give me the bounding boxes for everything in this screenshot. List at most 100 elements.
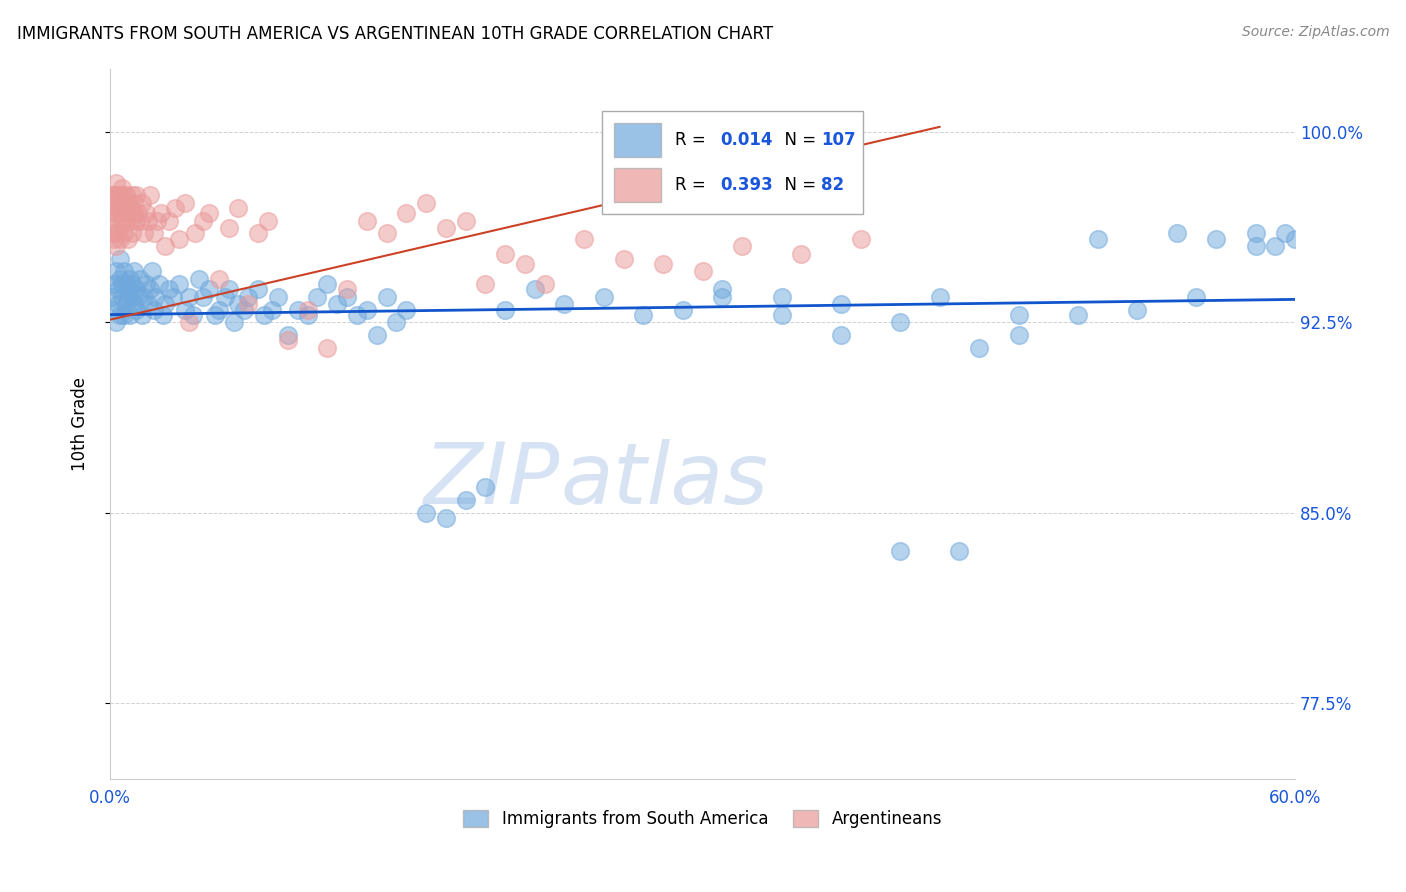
- Point: [307, 290, 329, 304]
- Point: [145, 290, 167, 304]
- Point: [174, 302, 197, 317]
- Point: [790, 246, 813, 260]
- Point: [415, 506, 437, 520]
- Point: [122, 206, 145, 220]
- Point: [218, 221, 240, 235]
- Point: [277, 327, 299, 342]
- Text: N =: N =: [773, 131, 821, 149]
- Point: [1284, 231, 1306, 245]
- Point: [107, 201, 129, 215]
- Point: [770, 308, 793, 322]
- Text: atlas: atlas: [561, 439, 768, 522]
- Point: [118, 201, 141, 215]
- Point: [131, 308, 153, 322]
- Point: [287, 302, 309, 317]
- Point: [474, 480, 496, 494]
- Point: [121, 290, 143, 304]
- Point: [513, 257, 536, 271]
- Point: [127, 206, 149, 220]
- Point: [112, 188, 135, 202]
- FancyBboxPatch shape: [602, 112, 862, 214]
- Text: 0.014: 0.014: [720, 131, 773, 149]
- Point: [103, 227, 125, 241]
- Point: [434, 221, 457, 235]
- Point: [731, 239, 754, 253]
- Point: [152, 308, 174, 322]
- Point: [533, 277, 555, 292]
- Point: [523, 282, 546, 296]
- Point: [198, 206, 221, 220]
- Point: [454, 213, 477, 227]
- Point: [434, 510, 457, 524]
- Point: [652, 257, 675, 271]
- Point: [297, 302, 319, 317]
- Point: [228, 297, 250, 311]
- Point: [494, 302, 516, 317]
- Point: [336, 290, 359, 304]
- Point: [135, 277, 157, 292]
- Point: [103, 302, 125, 317]
- Point: [1087, 231, 1109, 245]
- Point: [105, 176, 128, 190]
- Point: [111, 213, 134, 227]
- Point: [125, 188, 148, 202]
- Legend: Immigrants from South America, Argentineans: Immigrants from South America, Argentine…: [457, 803, 949, 835]
- Point: [150, 206, 173, 220]
- Point: [1166, 227, 1188, 241]
- Point: [105, 196, 128, 211]
- Point: [101, 290, 124, 304]
- Point: [103, 231, 125, 245]
- Point: [1126, 302, 1149, 317]
- Point: [112, 264, 135, 278]
- Point: [105, 239, 128, 253]
- Point: [356, 213, 378, 227]
- Point: [849, 231, 872, 245]
- Point: [131, 196, 153, 211]
- Point: [375, 290, 398, 304]
- Point: [238, 297, 260, 311]
- Point: [142, 302, 165, 317]
- Point: [948, 543, 970, 558]
- Point: [127, 290, 149, 304]
- Point: [233, 302, 256, 317]
- Point: [112, 308, 135, 322]
- Point: [121, 277, 143, 292]
- Point: [125, 213, 148, 227]
- Point: [316, 341, 339, 355]
- Point: [121, 188, 143, 202]
- Point: [108, 308, 131, 322]
- Point: [115, 277, 138, 292]
- Point: [112, 201, 135, 215]
- Point: [224, 315, 246, 329]
- Point: [204, 308, 226, 322]
- Text: 107: 107: [821, 131, 856, 149]
- Point: [928, 290, 950, 304]
- Point: [474, 277, 496, 292]
- Point: [1007, 327, 1029, 342]
- Bar: [613, 123, 661, 157]
- Point: [1274, 227, 1296, 241]
- Point: [967, 341, 990, 355]
- Point: [122, 196, 145, 211]
- Point: [214, 290, 236, 304]
- Point: [122, 297, 145, 311]
- Point: [111, 196, 134, 211]
- Point: [633, 308, 655, 322]
- Text: R =: R =: [675, 131, 711, 149]
- Point: [208, 302, 231, 317]
- Point: [103, 206, 125, 220]
- Point: [118, 272, 141, 286]
- Point: [174, 196, 197, 211]
- Point: [128, 213, 150, 227]
- Point: [1185, 290, 1208, 304]
- Point: [118, 213, 141, 227]
- Point: [830, 297, 852, 311]
- Point: [141, 264, 163, 278]
- Point: [117, 282, 139, 296]
- Point: [117, 231, 139, 245]
- Text: Source: ZipAtlas.com: Source: ZipAtlas.com: [1241, 25, 1389, 39]
- Point: [366, 327, 388, 342]
- Point: [105, 264, 128, 278]
- Point: [157, 282, 180, 296]
- Point: [191, 213, 214, 227]
